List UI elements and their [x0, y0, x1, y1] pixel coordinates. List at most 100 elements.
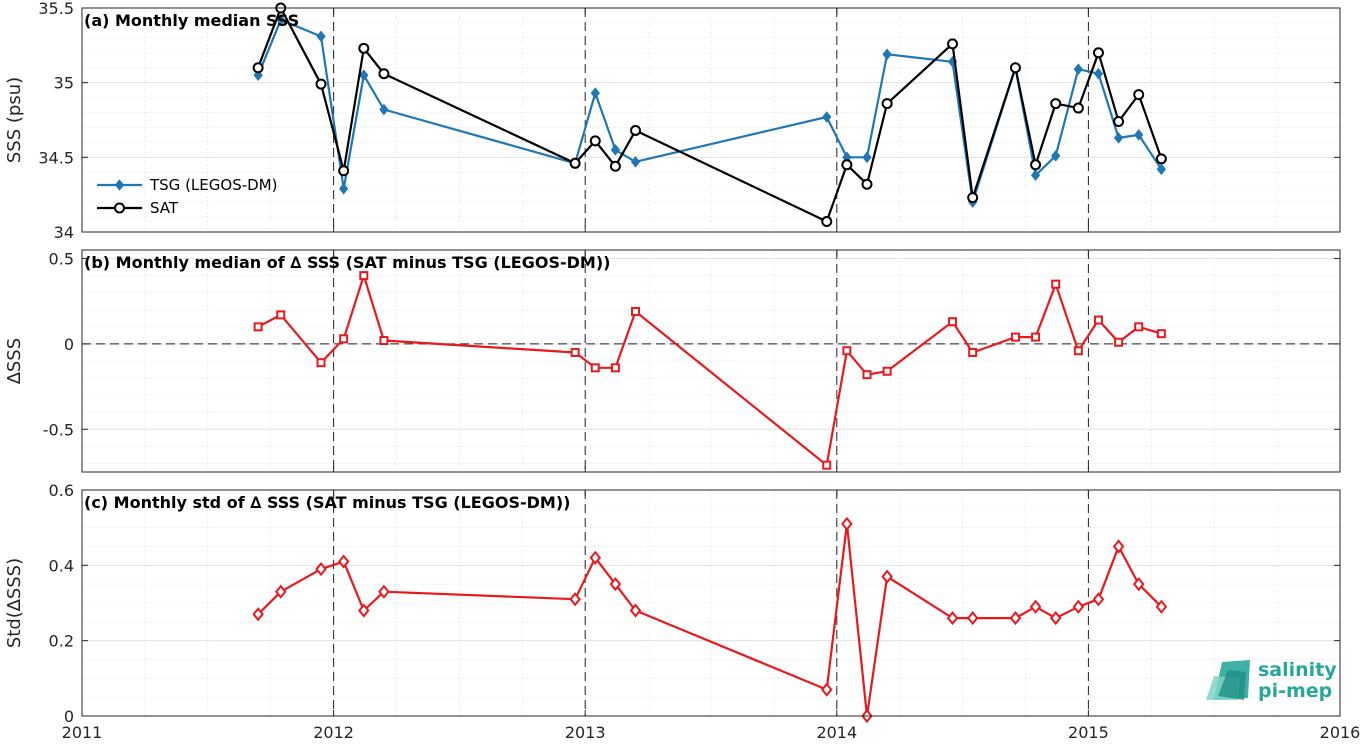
data-point [881, 569, 893, 584]
y-axis-label: ∆SSS [4, 338, 25, 385]
y-tick-label: -0.5 [43, 420, 74, 439]
data-point [378, 584, 390, 599]
data-point [1051, 279, 1061, 289]
data-point [1093, 315, 1103, 325]
axes-frame [81, 489, 1341, 717]
data-point [569, 157, 581, 169]
data-point [966, 610, 979, 626]
data-point [1073, 346, 1083, 356]
data-point [1134, 322, 1144, 332]
data-point [1029, 599, 1042, 614]
x-tick-label: 2015 [1068, 723, 1109, 742]
data-point [1031, 332, 1041, 342]
data-point [569, 592, 581, 607]
data-point [253, 322, 263, 332]
data-point [881, 98, 893, 110]
y-axis-label: Std(∆SSS) [4, 558, 25, 648]
data-point [570, 347, 580, 357]
data-point [947, 38, 959, 50]
panel-b: -0.5 0 0.5 ∆SSS (b) Monthly median of ∆ SSS … [4, 249, 1341, 473]
data-point [315, 562, 327, 577]
data-point [359, 69, 369, 82]
data-point [946, 610, 959, 626]
data-point [276, 14, 286, 26]
data-point [630, 124, 642, 136]
data-point [861, 178, 873, 190]
data-point [590, 363, 600, 373]
y-tick-label: 0 [64, 335, 74, 354]
data-point [1112, 539, 1125, 554]
data-point [590, 87, 600, 99]
data-point [589, 135, 601, 147]
x-tick-label: 2011 [62, 723, 103, 742]
data-point [274, 584, 287, 599]
data-point [610, 363, 620, 373]
data-point [339, 334, 349, 344]
data-point [630, 156, 641, 168]
panel-c: 0 0.2 0.4 0.6 2011 2012 2013 2014 2015 2016 Std(∆S… [4, 481, 1360, 742]
logo-line2: pi-mep [1258, 680, 1332, 702]
data-point [862, 370, 872, 380]
legend-entry: SAT [150, 199, 179, 217]
series-1 [252, 2, 1167, 228]
series-0 [253, 14, 1167, 208]
y-tick-label: 34 [54, 223, 74, 242]
data-point [252, 62, 264, 74]
data-point [610, 144, 621, 156]
panel-title: (a) Monthly median SSS [84, 11, 299, 30]
data-point [337, 554, 350, 569]
data-point [841, 159, 853, 171]
data-point [1009, 62, 1021, 74]
series-line [257, 274, 1162, 467]
y-tick-label: 0.2 [49, 632, 74, 651]
data-point [1010, 332, 1020, 342]
data-point [252, 607, 264, 622]
data-point [1134, 129, 1144, 141]
axes-frame [81, 7, 1341, 233]
data-point [316, 358, 326, 368]
data-point [822, 111, 832, 123]
y-axis-label: SSS (psu) [4, 77, 25, 163]
series-0 [253, 271, 1166, 470]
data-point [820, 682, 833, 697]
data-point [1113, 115, 1125, 127]
x-tick-label: 2014 [816, 723, 857, 742]
data-point [629, 603, 642, 618]
data-point [379, 103, 389, 116]
legend: TSG (LEGOS-DM) SAT [97, 176, 277, 217]
data-point [631, 306, 641, 316]
data-point [1049, 610, 1062, 626]
y-tick-label: 0.4 [49, 556, 74, 575]
data-point [968, 347, 978, 357]
data-point [1092, 47, 1104, 59]
data-point [339, 182, 349, 195]
data-point [1155, 153, 1167, 165]
salinity-pi-mep-logo: salinity pi-mep [1206, 659, 1337, 702]
data-point [1093, 67, 1104, 80]
data-point [862, 151, 872, 164]
data-point [1072, 599, 1085, 614]
logo-mark-icon [1206, 660, 1250, 700]
data-point [842, 346, 852, 356]
data-point [1051, 150, 1061, 162]
panel-a: 34 34.5 35 35.5 SSS (psu) (a) Monthly median … [4, 0, 1341, 242]
legend-marker [114, 179, 125, 191]
data-point [822, 460, 832, 470]
legend-marker [114, 202, 125, 214]
data-point [276, 310, 286, 320]
data-point [609, 577, 622, 592]
logo-line1: salinity [1258, 659, 1337, 681]
axes-frame [81, 249, 1341, 473]
data-point [1113, 132, 1124, 144]
data-point [1092, 592, 1105, 607]
data-point [1132, 577, 1145, 592]
data-point [1050, 98, 1062, 110]
data-point [315, 78, 327, 90]
data-point [1156, 329, 1166, 339]
data-point [338, 165, 350, 177]
data-point [1155, 599, 1168, 614]
data-point [357, 603, 370, 618]
data-point [882, 366, 892, 376]
series-0 [252, 516, 1168, 724]
